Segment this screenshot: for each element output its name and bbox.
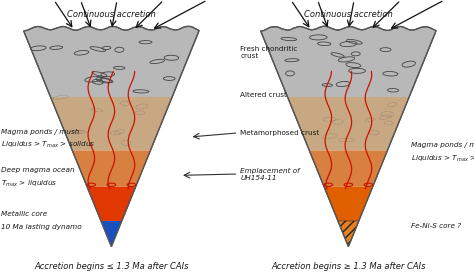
Text: Continuous accretion: Continuous accretion bbox=[304, 10, 393, 19]
Polygon shape bbox=[101, 221, 122, 247]
Text: Metallic core: Metallic core bbox=[1, 211, 47, 217]
Polygon shape bbox=[261, 33, 436, 97]
Text: Liquidus > $T_{max}$ > solidus: Liquidus > $T_{max}$ > solidus bbox=[1, 140, 95, 150]
Text: Fresh chondritic
crust: Fresh chondritic crust bbox=[240, 45, 298, 59]
Polygon shape bbox=[287, 97, 410, 150]
Text: 10 Ma lasting dynamo: 10 Ma lasting dynamo bbox=[1, 224, 82, 230]
Polygon shape bbox=[72, 150, 151, 187]
Text: Altered crust: Altered crust bbox=[240, 92, 287, 98]
Text: Accretion begins ≥ 1.3 Ma after CAIs: Accretion begins ≥ 1.3 Ma after CAIs bbox=[271, 262, 426, 271]
Polygon shape bbox=[324, 187, 373, 221]
Text: Magma ponds / mush: Magma ponds / mush bbox=[411, 142, 474, 148]
Text: Emplacement of
UH154-11: Emplacement of UH154-11 bbox=[240, 167, 300, 181]
Polygon shape bbox=[87, 187, 136, 221]
Polygon shape bbox=[338, 221, 359, 247]
Text: Deep magma ocean: Deep magma ocean bbox=[1, 167, 74, 173]
Text: Continuous accretion: Continuous accretion bbox=[67, 10, 156, 19]
Polygon shape bbox=[309, 150, 388, 187]
Polygon shape bbox=[24, 26, 199, 97]
Text: Liquidus > $T_{max}$ > solidus: Liquidus > $T_{max}$ > solidus bbox=[411, 154, 474, 164]
Polygon shape bbox=[50, 97, 173, 150]
Polygon shape bbox=[261, 26, 436, 97]
Text: Metamorphosed crust: Metamorphosed crust bbox=[240, 130, 319, 136]
Polygon shape bbox=[24, 33, 199, 97]
Text: Magma ponds / mush: Magma ponds / mush bbox=[1, 129, 79, 135]
Text: Fe-Ni-S core ?: Fe-Ni-S core ? bbox=[411, 223, 462, 229]
Text: $T_{max}$ > liquidus: $T_{max}$ > liquidus bbox=[1, 178, 57, 189]
Text: Accretion begins ≤ 1.3 Ma after CAIs: Accretion begins ≤ 1.3 Ma after CAIs bbox=[34, 262, 189, 271]
